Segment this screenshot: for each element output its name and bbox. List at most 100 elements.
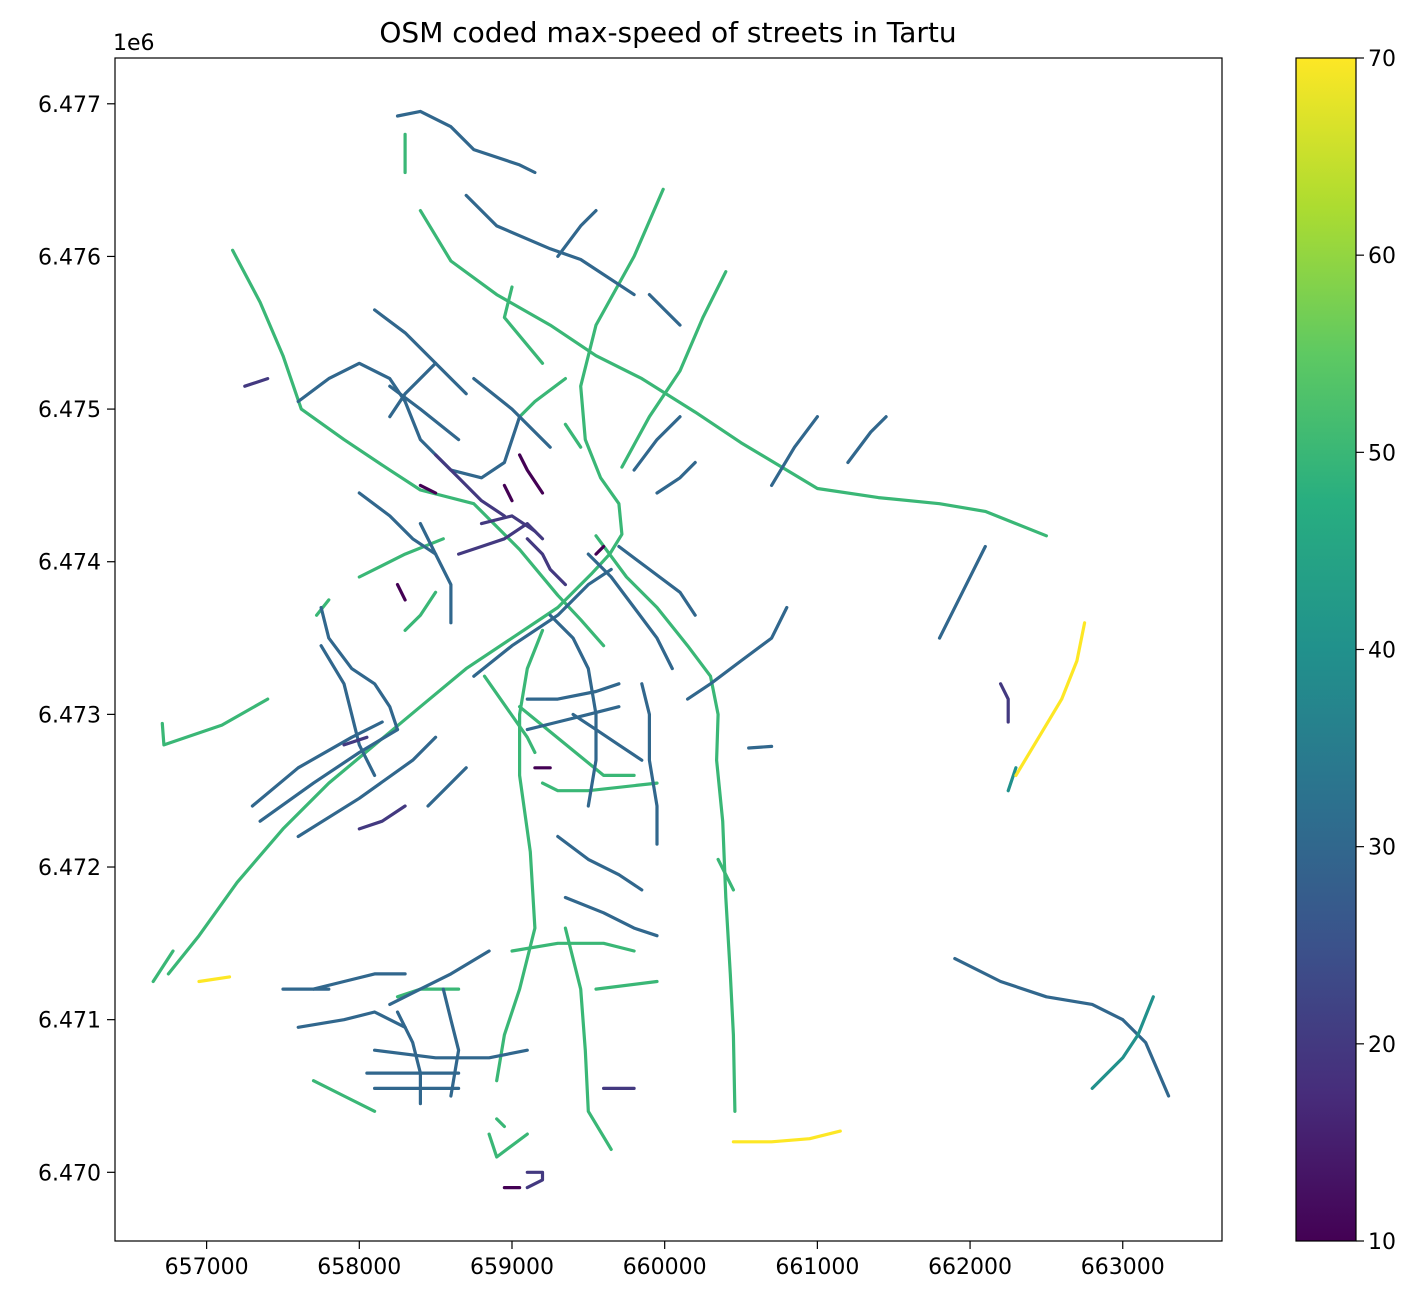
- street-segment: [998, 682, 1010, 724]
- street-segment: [525, 1170, 545, 1190]
- x-axis: 657000 658000 659000 660000 661000 662000 6630…: [165, 1241, 1165, 1280]
- y-tick-label: 6.472: [38, 856, 101, 881]
- street-segment: [1014, 621, 1087, 778]
- street-segment: [525, 705, 621, 732]
- street-segment: [586, 552, 674, 671]
- street-segment: [846, 415, 888, 465]
- street-segment: [441, 987, 461, 1098]
- street-segment: [342, 735, 369, 747]
- street-segment: [373, 1048, 529, 1060]
- street-segment: [250, 720, 384, 808]
- y-tick-label: 6.475: [38, 398, 101, 423]
- street-segment: [594, 979, 659, 991]
- colorbar-axis: 10 20 30 40 50 60 70: [1356, 47, 1396, 1255]
- street-segment: [479, 514, 537, 533]
- x-tick-label: 657000: [165, 1255, 249, 1280]
- street-segment: [655, 460, 697, 495]
- street-segment: [640, 682, 659, 846]
- street-segment: [357, 491, 438, 556]
- street-segment: [197, 975, 232, 984]
- street-segment: [258, 727, 400, 823]
- street-segment: [517, 705, 636, 778]
- street-segment: [556, 209, 598, 258]
- colorbar-tick-label: 70: [1368, 47, 1396, 72]
- street-segment: [472, 377, 552, 449]
- street-segment: [418, 521, 453, 625]
- street-segment: [296, 735, 438, 839]
- street-segment: [457, 521, 545, 556]
- y-axis: 6.470 6.471 6.472 6.473 6.474 6.475 6.476 6.477: [38, 93, 115, 1186]
- street-segment: [548, 613, 598, 808]
- axes-frame: [114, 57, 1223, 1242]
- x-tick-label: 661000: [775, 1255, 859, 1280]
- y-tick-label: 6.473: [38, 703, 101, 728]
- street-segment: [685, 605, 789, 701]
- street-segment: [731, 1129, 842, 1144]
- street-segment: [388, 361, 438, 419]
- street-segment: [502, 483, 514, 503]
- street-segment: [319, 605, 400, 732]
- x-tick-label: 659000: [470, 1255, 554, 1280]
- street-segment: [632, 415, 682, 472]
- street-segment: [472, 567, 613, 678]
- chart-title: OSM coded max-speed of streets in Tartu: [379, 16, 956, 49]
- street-segment: [937, 544, 987, 640]
- colorbar-tick-label: 10: [1368, 1230, 1396, 1255]
- street-segment: [166, 187, 665, 976]
- y-tick-label: 6.476: [38, 245, 101, 270]
- street-segment: [525, 537, 568, 587]
- colorbar-tick-label: 60: [1368, 244, 1396, 269]
- street-segment: [231, 248, 606, 648]
- street-segment: [647, 293, 682, 327]
- street-segment: [426, 766, 468, 808]
- street-segment: [563, 895, 659, 938]
- street-segment: [556, 834, 644, 892]
- street-segment: [517, 377, 568, 419]
- street-segment: [617, 544, 697, 617]
- street-segment: [510, 941, 636, 953]
- colorbar-tick-label: 40: [1368, 639, 1396, 664]
- x-tick-label: 660000: [623, 1255, 707, 1280]
- street-segment: [243, 377, 270, 388]
- colorbar: [1295, 57, 1357, 1242]
- x-tick-label: 663000: [1081, 1255, 1165, 1280]
- street-segment: [620, 270, 728, 469]
- street-segment: [434, 453, 506, 518]
- street-segment: [594, 534, 737, 1113]
- street-segment: [563, 422, 583, 449]
- street-segment: [594, 544, 606, 556]
- street-segment: [482, 674, 537, 755]
- street-segment: [160, 697, 270, 747]
- street-segment: [311, 1079, 377, 1113]
- street-segment: [464, 193, 636, 297]
- street-segment: [487, 1132, 529, 1159]
- street-segment: [319, 644, 377, 778]
- y-tick-label: 6.471: [38, 1009, 101, 1034]
- street-lines: [151, 109, 1171, 1190]
- street-segment: [151, 949, 175, 984]
- street-segment: [716, 857, 736, 892]
- y-tick-label: 6.474: [38, 551, 101, 576]
- street-segment: [403, 590, 438, 633]
- street-segment: [296, 1010, 407, 1029]
- street-segment: [395, 582, 407, 602]
- y-tick-label: 6.477: [38, 93, 101, 118]
- y-tick-label: 6.470: [38, 1161, 101, 1186]
- street-segment: [540, 781, 659, 793]
- street-segment: [311, 972, 407, 991]
- street-segment: [953, 956, 1171, 1098]
- street-segment: [418, 209, 1049, 538]
- street-segment: [388, 949, 491, 1007]
- y-offset-label: 1e6: [113, 31, 155, 56]
- street-segment: [517, 453, 545, 495]
- street-segment: [357, 804, 407, 831]
- street-segment: [1090, 995, 1155, 1091]
- street-segment: [747, 744, 774, 750]
- colorbar-tick-label: 30: [1368, 836, 1396, 861]
- street-segment: [525, 682, 621, 701]
- street-segment: [769, 415, 820, 487]
- street-segment: [395, 1010, 422, 1106]
- street-segment: [495, 1117, 506, 1129]
- street-segment: [388, 384, 461, 442]
- street-segment: [418, 483, 438, 495]
